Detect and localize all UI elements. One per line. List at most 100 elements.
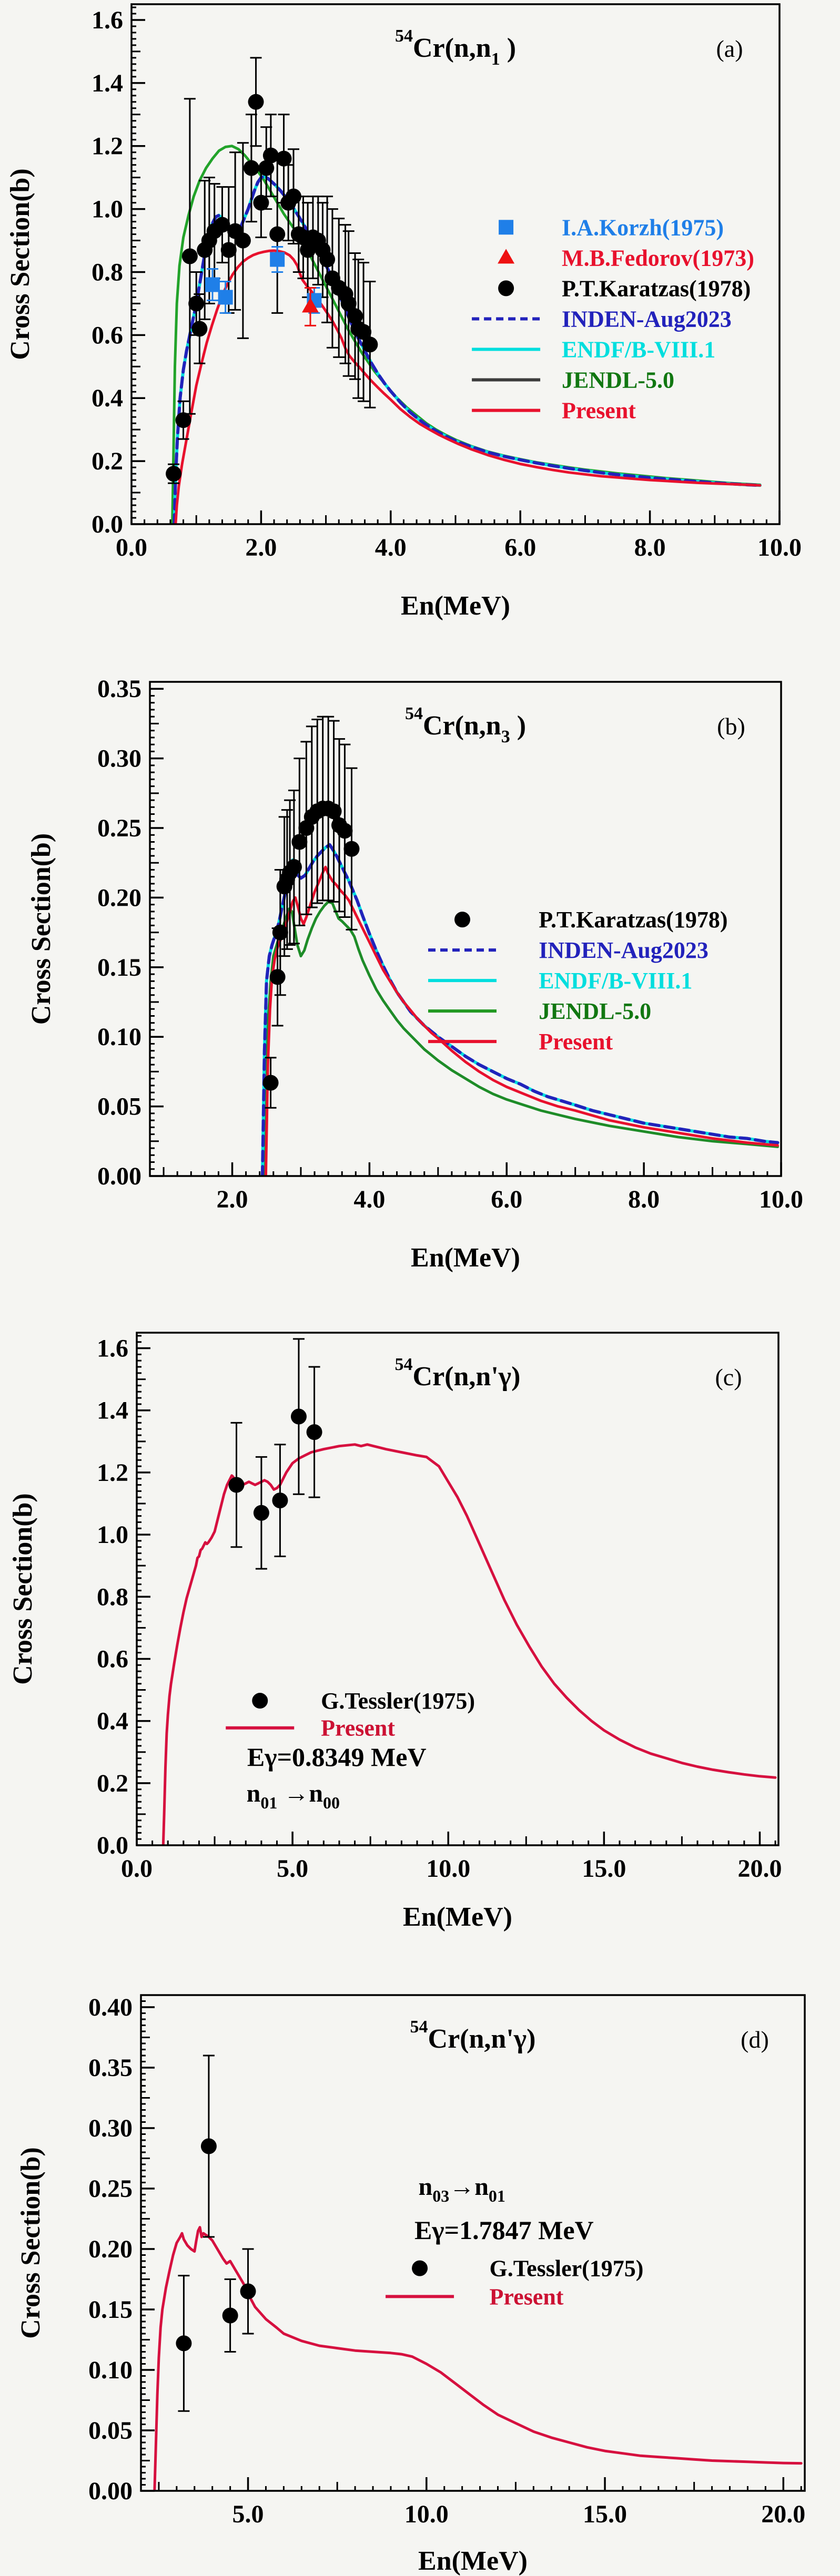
panel-c: 0.0 5.0 10.0 15.0 20.0 0.0 0.2 0.4 0.6 0.8 1.0 1.2 1… (0, 1288, 840, 1932)
y-tick-label: 0.20 (97, 884, 141, 912)
y-tick-label: 0.10 (88, 2356, 133, 2384)
legend-label: I.A.Korzh(1975) (562, 214, 724, 240)
annotation-1: Eγ=1.7847 MeV (414, 2215, 594, 2245)
legend-label: P.T.Karatzas(1978) (562, 275, 751, 301)
y-tick-label: 0.25 (88, 2175, 133, 2203)
x-tick-label: 10.0 (759, 1185, 803, 1213)
x-tick-label: 15.0 (583, 2500, 627, 2528)
legend-label: Present (539, 1029, 613, 1055)
y-tick-label: 0.35 (97, 675, 141, 703)
plot-area (166, 57, 762, 524)
y-tick-label: 0.2 (97, 1770, 128, 1797)
x-tick-label: 15.0 (582, 1855, 626, 1883)
circle-marker-icon (235, 232, 251, 249)
y-tick-label: 1.6 (92, 6, 123, 34)
y-tick-label: 0.2 (92, 447, 123, 475)
y-axis-title: Cross Section(b) (8, 1493, 38, 1684)
y-axis: 0.00 0.05 0.10 0.15 0.20 0.25 0.30 0.35 (97, 675, 164, 1190)
x-tick-label: 10.0 (757, 534, 802, 561)
y-tick-label: 0.30 (88, 2114, 133, 2142)
annotation-0: n03→n01 (419, 2173, 505, 2205)
y-tick-label: 0.05 (97, 1093, 141, 1121)
circle-marker-icon (166, 466, 182, 482)
plot-area (260, 715, 780, 1176)
circle-marker-icon (276, 150, 292, 167)
panel-b: 2.0 4.0 6.0 8.0 10.0 0.00 0.05 0.10 0.15 0.20 0.25… (0, 644, 840, 1288)
x-axis-title: En(MeV) (401, 591, 510, 621)
y-tick-label: 1.0 (97, 1521, 128, 1549)
circle-marker-icon (228, 1477, 245, 1493)
legend-label: M.B.Fedorov(1973) (562, 245, 754, 271)
chart-d: 5.0 10.0 15.0 20.00.000.050.100.150.200.250… (0, 1932, 840, 2576)
x-axis: 2.0 4.0 6.0 8.0 10.0 (149, 1162, 803, 1213)
circle-marker-icon (253, 195, 269, 211)
square-marker-icon (205, 277, 220, 292)
triangle-marker-icon (498, 249, 515, 264)
scatter-G.Tessler(1975) (228, 1338, 322, 1570)
y-tick-label: 0.15 (97, 954, 141, 982)
circle-marker-icon (286, 859, 302, 875)
y-axis-title: Cross Section(b) (26, 833, 56, 1025)
circle-marker-icon (272, 1493, 288, 1509)
circle-marker-icon (412, 2260, 428, 2276)
x-tick-label: 6.0 (504, 534, 536, 561)
y-tick-label: 0.4 (92, 384, 123, 412)
legend-label: G.Tessler(1975) (490, 2256, 644, 2282)
legend-label: ENDF/B-VIII.1 (562, 336, 715, 362)
y-tick-label: 0.35 (88, 2054, 133, 2082)
panel-d: 5.0 10.0 15.0 20.0 0.00 0.05 0.10 0.15 0.20 0.25 0… (0, 1932, 840, 2576)
y-tick-label: 0.40 (88, 1994, 133, 2021)
legend-label: Present (490, 2284, 564, 2309)
scatter-P.T.Karatzas(1978) (262, 715, 360, 1109)
legend: P.T.Karatzas(1978) INDEN-Aug2023 ENDF/B-VI… (428, 907, 727, 1055)
series-JENDL-5.0 (262, 900, 779, 1176)
chart-c: 0.0 5.0 10.0 15.0 20.0 0.0 0.2 0.4 0.6 0.8 1.0 1.2 1… (0, 1288, 840, 1932)
series-Present (153, 2226, 803, 2491)
legend-label: ENDF/B-VIII.1 (539, 968, 692, 994)
circle-marker-icon (340, 295, 357, 312)
x-tick-label: 2.0 (217, 1185, 248, 1213)
y-axis: 0.0 0.2 0.4 0.6 0.8 1.0 1.2 1.4 1.6 (97, 1335, 150, 1859)
chart-a: 0.0 2.0 4.0 6.0 8.0 10.0 0.0 0.2 0.4 0.6 0.8 1.0 1.2… (0, 0, 840, 644)
panel-label: (b) (717, 713, 745, 740)
y-tick-label: 0.10 (97, 1023, 141, 1051)
legend-label: P.T.Karatzas(1978) (539, 907, 727, 933)
circle-marker-icon (300, 242, 316, 258)
y-axis-title: Cross Section(b) (16, 2147, 46, 2338)
square-marker-icon (270, 252, 285, 267)
x-tick-label: 0.0 (116, 534, 147, 561)
circle-marker-icon (269, 969, 286, 985)
x-axis-title: En(MeV) (403, 1902, 512, 1932)
circle-marker-icon (181, 248, 198, 264)
x-axis: 5.0 10.0 15.0 20.0 (140, 2477, 805, 2528)
scatter-G.Tessler(1975) (176, 2054, 256, 2412)
x-tick-label: 8.0 (634, 534, 666, 561)
circle-marker-icon (269, 226, 286, 242)
plot-area (153, 2054, 803, 2491)
x-tick-label: 8.0 (628, 1185, 660, 1213)
circle-marker-icon (214, 217, 230, 233)
x-tick-label: 0.0 (121, 1855, 153, 1883)
y-tick-label: 1.0 (92, 196, 123, 223)
legend-label: INDEN-Aug2023 (562, 306, 732, 332)
y-axis-title: Cross Section(b) (5, 168, 35, 360)
circle-marker-icon (188, 295, 205, 312)
circle-marker-icon (252, 1693, 268, 1709)
circle-marker-icon (200, 2138, 217, 2154)
y-tick-label: 0.00 (97, 1162, 141, 1190)
legend: G.Tessler(1975)Present (226, 1688, 475, 1741)
chart-title: 54Cr(n,n1 ) (395, 26, 516, 69)
panel-label: (c) (715, 1364, 742, 1391)
square-marker-icon (218, 290, 233, 305)
y-tick-label: 0.25 (97, 814, 141, 842)
circle-marker-icon (248, 94, 264, 110)
y-tick-label: 0.4 (97, 1708, 128, 1735)
circle-marker-icon (306, 1424, 322, 1440)
square-marker-icon (499, 220, 514, 235)
x-tick-label: 5.0 (232, 2500, 264, 2528)
x-tick-label: 2.0 (245, 534, 277, 561)
y-tick-label: 0.6 (97, 1645, 128, 1673)
x-tick-label: 10.0 (426, 1855, 470, 1883)
annotation-0: Eγ=0.8349 MeV (247, 1742, 427, 1772)
x-tick-label: 20.0 (737, 1855, 782, 1883)
